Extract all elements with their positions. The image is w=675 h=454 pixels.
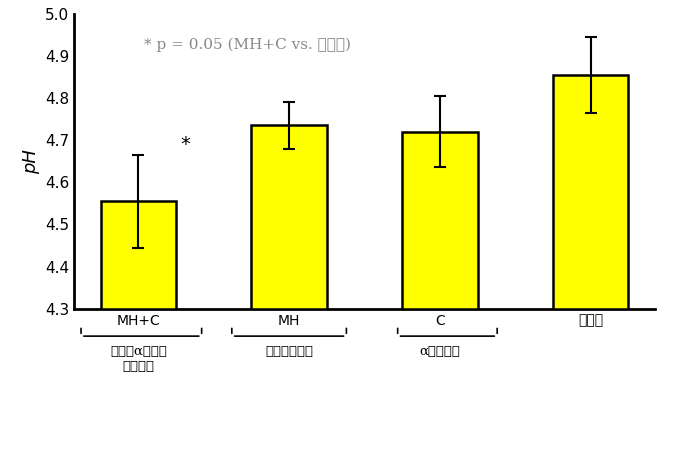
Text: αオリゴ糖: αオリゴ糖	[419, 345, 460, 358]
Text: マヌカαオリゴ
パウダー: マヌカαオリゴ パウダー	[110, 345, 167, 373]
Bar	[402, 132, 478, 309]
Bar	[251, 125, 327, 309]
Text: マヌカハニー: マヌカハニー	[265, 345, 313, 358]
Text: * p = 0.05 (MH+C vs. 水のみ): * p = 0.05 (MH+C vs. 水のみ)	[144, 37, 351, 52]
Text: *: *	[180, 135, 190, 154]
Bar	[101, 201, 176, 309]
Y-axis label: pH: pH	[22, 149, 40, 173]
Bar	[553, 75, 628, 309]
